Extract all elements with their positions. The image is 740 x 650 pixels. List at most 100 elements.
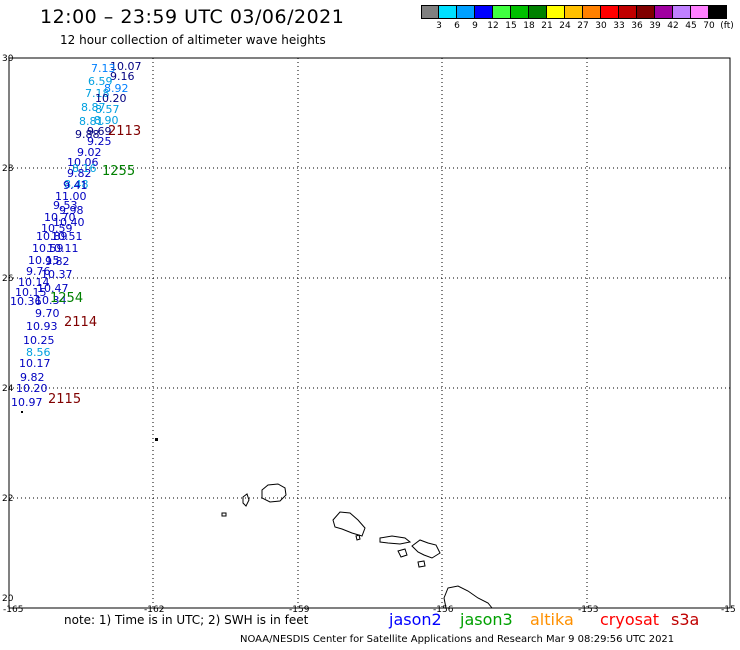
scale-label: 9 [472,21,478,31]
wave-height-reading: 10.59 [41,222,73,235]
scale-label: 36 [631,21,643,31]
track-end-marker [21,411,23,413]
wave-height-reading: 9.82 [20,371,45,384]
pass-label: 2113 [108,124,141,139]
wave-height-reading: 10.93 [26,320,58,333]
wave-height-reading: 10.70 [44,211,76,224]
wave-height-reading: 8.87 [81,101,106,114]
wave-height-reading: 9.88 [75,128,100,141]
wave-height-reading: 8.48 [64,178,89,191]
scale-label: 70 [703,21,715,31]
longitude-label: -162 [144,605,164,615]
scale-swatch [547,5,565,19]
wave-height-reading: 10.06 [67,156,99,169]
wave-height-reading: 10.07 [110,60,142,73]
satellite-legend-cryosat: cryosat [600,610,660,629]
island-kauai [261,483,287,503]
hawaii-islands [221,483,494,609]
wave-height-reading: 8.92 [104,82,129,95]
pass-label: 2114 [64,315,97,330]
satellite-legend-jason2: jason2 [389,610,442,629]
satellite-legend-altika: altika [530,610,574,629]
satellite-legend-s3a: s3a [671,610,700,629]
wave-height-reading: 9.82 [45,255,70,268]
scale-label: 21 [541,21,553,31]
scale-label: 39 [649,21,661,31]
longitude-labels: -165 -162 -159 -156 -153 -15 [3,605,736,615]
wave-height-reading: 9.76 [26,265,51,278]
wave-height-reading: 10.17 [19,357,51,370]
wave-height-reading: 10.20 [16,382,48,395]
wave-height-reading: 10.36 [10,295,42,308]
scale-label: 45 [685,21,697,31]
pass-label: 1255 [102,164,135,179]
credit-line: NOAA/NESDIS Center for Satellite Applica… [240,634,675,645]
scale-label: 24 [559,21,571,31]
wave-height-reading: 10.47 [37,282,69,295]
wave-height-reading: 10.25 [23,334,55,347]
wave-height-reading: 10.20 [95,92,127,105]
wave-height-reading: 8.57 [95,103,120,116]
scale-label: 18 [523,21,535,31]
scale-label: 42 [667,21,679,31]
wave-height-reading: 9.53 [53,199,78,212]
latitude-label: 28 [2,164,14,174]
scale-swatch [565,5,583,19]
wave-height-reading: 8.16 [72,162,97,175]
wave-height-reading: 10.34 [35,294,67,307]
island-oahu [332,511,366,537]
scale-swatch [511,5,529,19]
island-hawaii [443,585,494,609]
wave-height-reading: 9.41 [63,179,88,192]
wave-height-reading: 8.56 [26,346,51,359]
wave-height-reading: 9.69 [87,125,112,138]
latitude-label: 24 [2,384,14,394]
longitude-label: -159 [289,605,310,615]
scale-swatch [457,5,475,19]
footnote: note: 1) Time is in UTC; 2) SWH is in fe… [64,613,309,627]
wave-height-reading: 9.98 [59,204,84,217]
longitude-label: -156 [433,605,454,615]
scale-swatch [673,5,691,19]
scale-swatch [493,5,511,19]
latitude-label: 22 [2,494,13,504]
island-lanai [397,548,408,558]
scale-swatch [439,5,457,19]
pass-label: 1254 [50,291,83,306]
latitude-label: 30 [2,54,14,64]
longitude-label: -153 [578,605,598,615]
pass-label: 2115 [48,392,81,407]
wave-height-reading: 10.40 [53,216,85,229]
scale-swatch [655,5,673,19]
wave-height-reading: 10.15 [15,286,47,299]
wave-height-reading: 10.59 [32,242,64,255]
wave-height-readings: 10.077.139.166.598.927.1810.208.878.578.… [10,60,142,409]
wave-height-reading: 9.25 [87,135,112,148]
wave-height-reading: 7.18 [85,87,110,100]
scale-label: 33 [613,21,625,31]
wave-height-reading: 10.89 [36,230,68,243]
scale-label: 27 [577,21,589,31]
island-islet-1 [355,534,361,541]
wave-height-reading: 10.37 [41,268,73,281]
wave-height-reading: 10.14 [18,276,50,289]
wave-height-reading: 8.90 [94,114,119,127]
wave-height-reading: 10.15 [28,254,60,267]
latitude-labels: 30 28 26 24 22 20 [2,54,14,604]
wave-height-reading: 10.97 [11,396,43,409]
island-islet-2 [221,512,227,517]
island-niihau [242,493,250,507]
island-maui [411,539,441,559]
scale-swatch [583,5,601,19]
scale-swatch [601,5,619,19]
scale-swatch [619,5,637,19]
scale-swatch [475,5,493,19]
scale-swatch [421,5,439,19]
scale-swatch [691,5,709,19]
scale-label: (ft) [720,21,734,31]
longitude-label: -15 [721,605,736,615]
wave-height-reading: 10.11 [47,242,79,255]
latitude-label: 20 [2,594,14,604]
